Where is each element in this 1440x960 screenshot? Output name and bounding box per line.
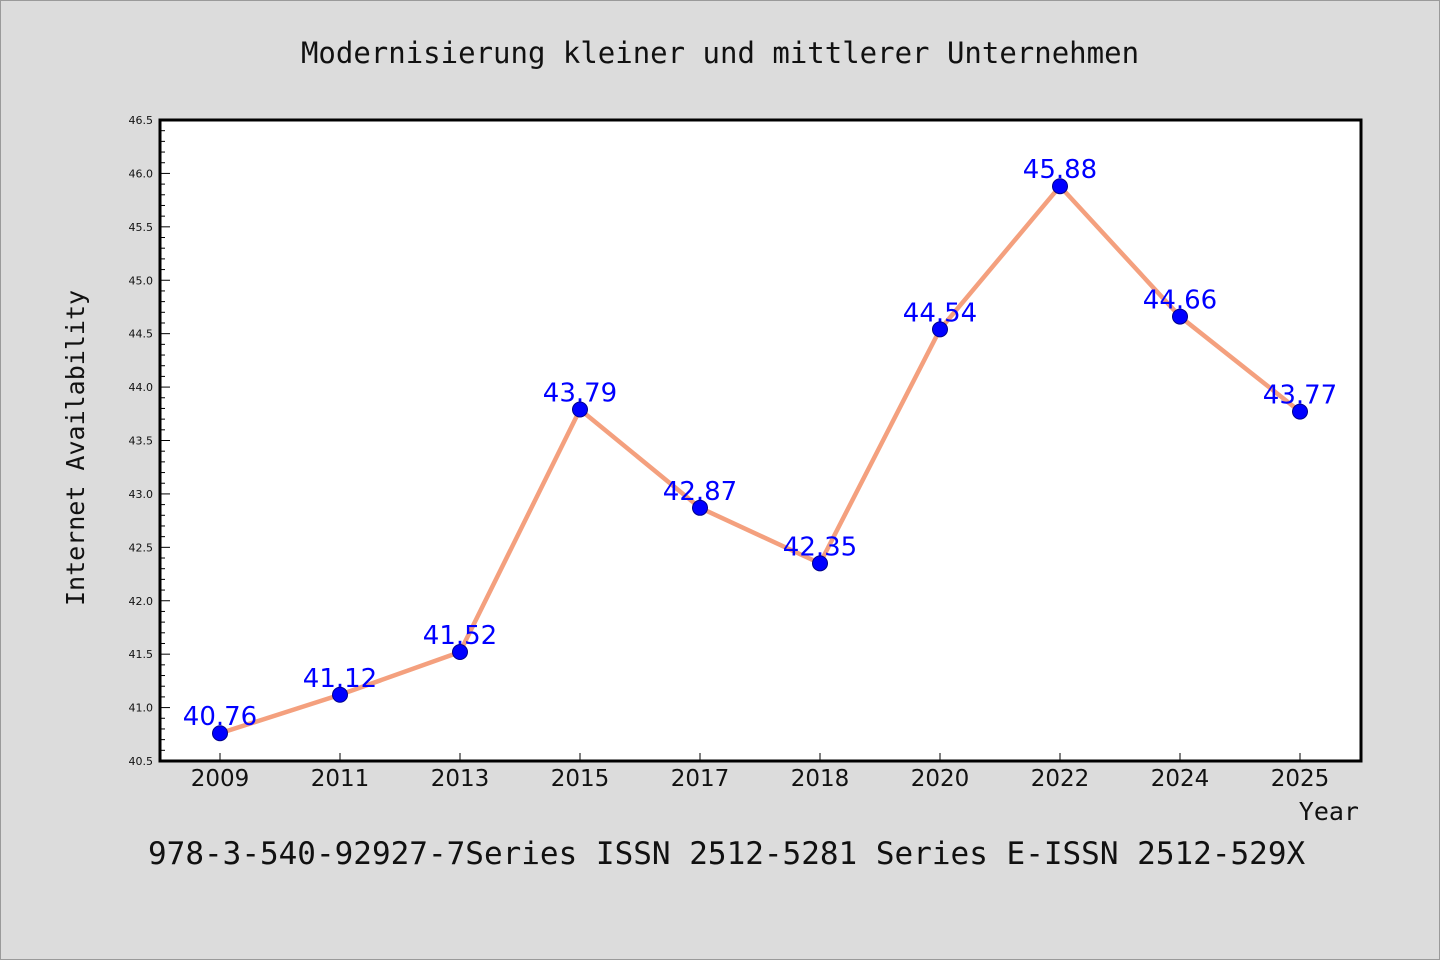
x-tick-label: 2009 xyxy=(191,766,250,792)
footer-identifier: 978-3-540-92927-7Series ISSN 2512-5281 S… xyxy=(148,836,1305,872)
y-tick-label: 44.5 xyxy=(129,328,154,341)
x-tick-label: 2011 xyxy=(311,766,370,792)
x-tick-label: 2022 xyxy=(1031,766,1090,792)
series-line xyxy=(217,183,1303,736)
y-tick-label: 44.0 xyxy=(129,381,154,394)
data-point xyxy=(692,499,708,516)
data-point xyxy=(1292,403,1308,420)
data-label: 44.54 xyxy=(903,298,977,328)
y-axis-label: Internet Availability xyxy=(61,290,90,606)
data-point xyxy=(212,725,228,742)
data-point xyxy=(572,401,588,418)
x-tick-label: 2013 xyxy=(431,766,490,792)
data-label: 42.87 xyxy=(663,477,737,507)
x-tick-label: 2024 xyxy=(1151,766,1210,792)
x-axis-label: Year xyxy=(1299,797,1359,826)
data-label: 42.35 xyxy=(783,532,857,562)
y-tick-label: 41.0 xyxy=(129,702,154,715)
x-axis-ticks: 2009 2011 2013 2015 2017 2018 2020 2022 2024 2025 xyxy=(191,753,1330,792)
y-tick-label: 40.5 xyxy=(129,755,154,768)
y-tick-label: 46.5 xyxy=(129,114,154,127)
x-tick-label: 2020 xyxy=(911,766,970,792)
y-tick-label: 43.0 xyxy=(129,488,154,501)
data-label: 40.76 xyxy=(183,702,257,732)
y-tick-label: 45.0 xyxy=(129,274,154,287)
data-label: 44.66 xyxy=(1143,286,1217,316)
data-label: 41.12 xyxy=(303,664,377,694)
y-tick-label: 43.5 xyxy=(129,435,154,448)
data-point xyxy=(932,321,948,338)
data-point xyxy=(452,644,468,661)
y-tick-label: 41.5 xyxy=(129,648,154,661)
y-tick-label: 45.5 xyxy=(129,221,154,234)
y-tick-label: 42.0 xyxy=(129,595,154,608)
data-markers xyxy=(212,178,1308,742)
data-label: 43.79 xyxy=(543,379,617,409)
plot-border xyxy=(158,118,1363,763)
x-tick-label: 2017 xyxy=(671,766,730,792)
data-labels: 40.76 41.12 41.52 43.79 42.87 42.35 44.54 45.88… xyxy=(183,155,1337,732)
data-label: 41.52 xyxy=(423,621,497,651)
y-tick-label: 42.5 xyxy=(129,541,154,554)
x-tick-label: 2025 xyxy=(1271,766,1330,792)
data-point xyxy=(1052,178,1068,195)
data-point xyxy=(332,686,348,703)
data-point xyxy=(812,555,828,572)
chart-title: Modernisierung kleiner und mittlerer Unt… xyxy=(301,36,1139,70)
data-label: 45.88 xyxy=(1023,155,1097,185)
x-tick-label: 2018 xyxy=(791,766,850,792)
plot-area xyxy=(160,120,1361,761)
x-tick-label: 2015 xyxy=(551,766,610,792)
data-label: 43.77 xyxy=(1263,381,1337,411)
data-point xyxy=(1172,308,1188,325)
y-tick-label: 46.0 xyxy=(129,167,154,180)
